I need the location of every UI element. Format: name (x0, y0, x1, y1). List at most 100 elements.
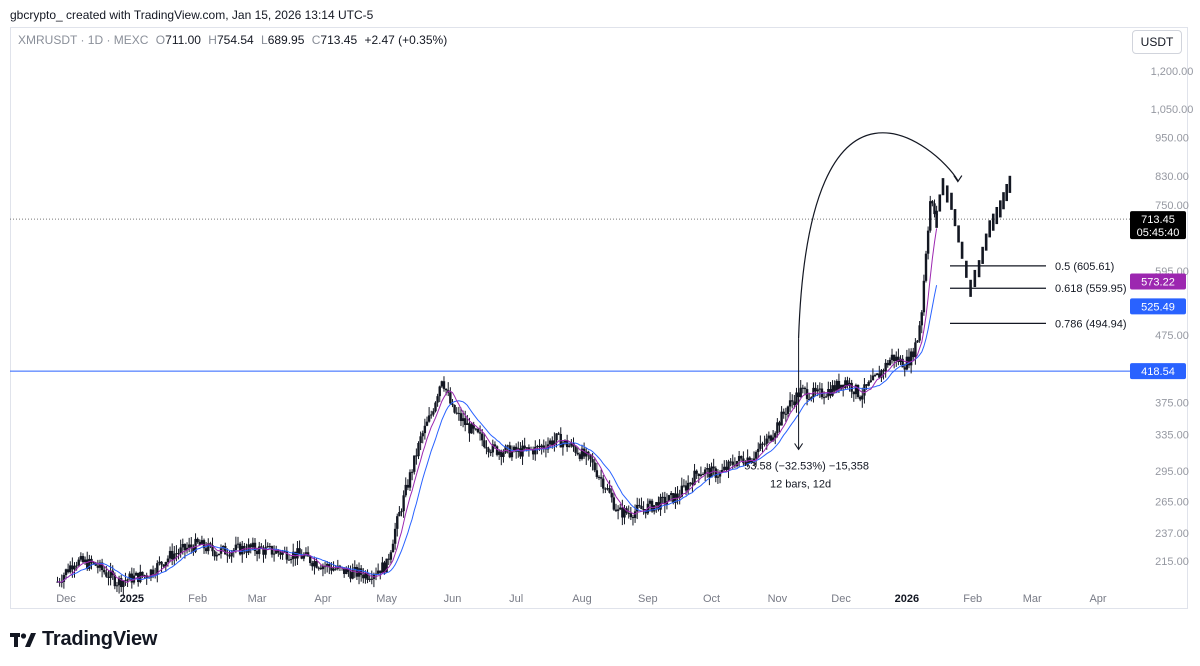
candle-body (621, 507, 624, 518)
projection-bar (957, 225, 960, 243)
candle-body (693, 470, 696, 485)
y-tick-label: 1,050.00 (1151, 104, 1194, 116)
candle-body (841, 384, 845, 388)
candle-body (858, 396, 862, 400)
candle-body (364, 573, 367, 579)
candle-body (788, 400, 792, 407)
candle-body (497, 451, 501, 455)
candle-body (706, 468, 709, 470)
candle-body (376, 570, 380, 574)
projection-bar (938, 194, 942, 212)
candle-body (861, 395, 864, 400)
candle-body (735, 461, 739, 467)
candle-body (109, 570, 112, 578)
close-value: 713.45 (320, 33, 358, 47)
candle-body (608, 488, 611, 493)
candle-body (64, 569, 68, 576)
arc-arrowhead (953, 175, 963, 183)
candle-body (321, 566, 325, 570)
candle-body (166, 558, 170, 563)
candle-body (77, 559, 80, 566)
candle-body (695, 470, 698, 474)
candle-body (308, 556, 312, 564)
candle-body (650, 500, 654, 512)
candle-body (449, 392, 452, 404)
x-tick-label: Jun (444, 593, 462, 605)
candle-body (145, 575, 148, 579)
candle-body (478, 432, 482, 434)
candle-body (684, 485, 688, 491)
candle-body (117, 578, 121, 586)
candle-body (423, 425, 427, 434)
candle-body (419, 436, 422, 444)
candle-body (302, 555, 306, 559)
symbol-label[interactable]: XMRUSDT · 1D · MEXC (18, 33, 149, 47)
candle-body (793, 401, 796, 406)
candle-body (315, 561, 318, 568)
candle-body (852, 391, 856, 395)
low-label: L (261, 33, 268, 47)
candle-body (466, 423, 469, 425)
candle-body (400, 511, 403, 513)
candle-body (444, 388, 448, 391)
candle-body (219, 548, 223, 554)
projection-bar (965, 260, 968, 278)
open-value: 711.00 (165, 33, 201, 47)
candle-body (593, 462, 596, 471)
candle-body (175, 553, 178, 555)
high-value: 754.54 (216, 33, 254, 47)
candle-body (636, 504, 639, 512)
candle-body (432, 411, 435, 415)
x-tick-label: Dec (831, 593, 851, 605)
candle-body (890, 354, 894, 360)
candle-body (514, 446, 518, 452)
candle-body (430, 414, 433, 416)
candle-body (563, 440, 567, 443)
candle-body (640, 505, 643, 510)
candle-body (561, 442, 565, 448)
candle-body (179, 547, 182, 553)
candle-body (160, 561, 163, 565)
x-tick-label: Mar (1023, 593, 1042, 605)
candle-body (396, 516, 399, 529)
candle-body (892, 354, 896, 362)
candle-body (510, 450, 514, 458)
candle-body (255, 551, 259, 555)
candle-body (279, 552, 282, 555)
x-tick-label: Oct (703, 593, 720, 605)
candle-body (570, 443, 573, 446)
candle-body (901, 358, 904, 368)
candle-body (434, 402, 437, 412)
candle-body (652, 505, 656, 512)
ohlc-legend: XMRUSDT · 1D · MEXC O711.00 H754.54 L689… (18, 33, 447, 47)
candle-body (130, 573, 134, 583)
candle-body (907, 356, 911, 366)
ma-slow-badge: 525.49 (1130, 298, 1186, 315)
candle-body (504, 446, 507, 453)
candle-body (557, 433, 560, 435)
candle-body (589, 454, 592, 460)
candle-body (100, 562, 104, 571)
candle-body (629, 513, 633, 518)
x-tick-label: Nov (768, 593, 788, 605)
candle-body (474, 428, 478, 430)
candle-body (531, 449, 535, 455)
candle-body (786, 406, 790, 414)
y-tick-label: 950.00 (1155, 133, 1189, 145)
candle-body (75, 565, 78, 567)
candle-body (723, 466, 726, 470)
projection-bar (981, 246, 984, 264)
candle-body (931, 201, 934, 204)
candle-body (856, 384, 860, 397)
candle-body (425, 421, 429, 426)
currency-button[interactable]: USDT (1132, 30, 1182, 54)
candle-body (436, 396, 439, 403)
candle-body (784, 413, 788, 415)
last-price-badge-bg (1130, 211, 1186, 240)
candle-body (319, 567, 323, 570)
candle-body (534, 446, 537, 455)
candle-body (300, 554, 303, 559)
candle-body (929, 201, 932, 231)
x-tick-label: Feb (963, 593, 982, 605)
